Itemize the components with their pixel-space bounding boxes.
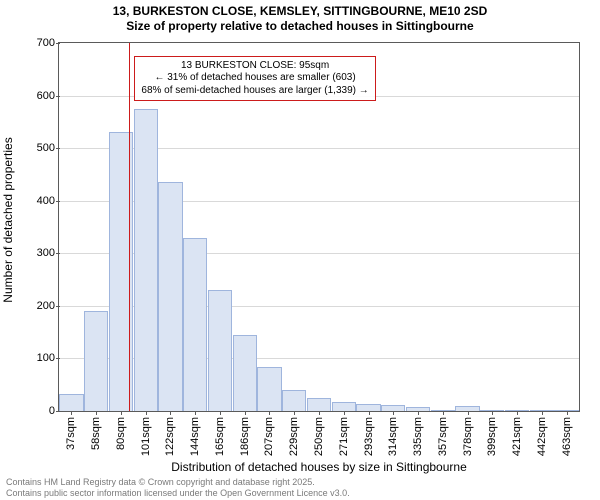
x-tick-label: 335sqm bbox=[412, 417, 424, 456]
bar bbox=[84, 311, 108, 411]
x-tick-mark bbox=[294, 411, 295, 415]
bar bbox=[208, 290, 232, 411]
x-tick-mark bbox=[443, 411, 444, 415]
y-tick-label: 300 bbox=[37, 247, 59, 259]
bar bbox=[257, 367, 281, 411]
bar bbox=[59, 394, 83, 411]
callout-line: 13 BURKESTON CLOSE: 95sqm bbox=[141, 60, 368, 73]
x-tick-mark bbox=[393, 411, 394, 415]
title-block: 13, BURKESTON CLOSE, KEMSLEY, SITTINGBOU… bbox=[0, 0, 600, 34]
x-tick-label: 399sqm bbox=[486, 417, 498, 456]
x-tick-label: 101sqm bbox=[140, 417, 152, 456]
x-tick-label: 442sqm bbox=[536, 417, 548, 456]
title-line-1: 13, BURKESTON CLOSE, KEMSLEY, SITTINGBOU… bbox=[0, 4, 600, 19]
x-tick-label: 421sqm bbox=[511, 417, 523, 456]
x-tick-label: 165sqm bbox=[214, 417, 226, 456]
callout-line: 68% of semi-detached houses are larger (… bbox=[141, 85, 368, 98]
bar bbox=[158, 182, 182, 411]
x-tick-mark bbox=[418, 411, 419, 415]
x-tick-mark bbox=[369, 411, 370, 415]
bar bbox=[233, 335, 257, 411]
x-tick-mark bbox=[468, 411, 469, 415]
x-tick-label: 293sqm bbox=[363, 417, 375, 456]
x-axis-label: Distribution of detached houses by size … bbox=[58, 460, 580, 474]
x-tick-mark bbox=[245, 411, 246, 415]
callout-line: ← 31% of detached houses are smaller (60… bbox=[141, 72, 368, 85]
footer-line-2: Contains public sector information licen… bbox=[6, 488, 350, 498]
x-tick-label: 229sqm bbox=[288, 417, 300, 456]
y-tick-label: 100 bbox=[37, 352, 59, 364]
x-tick-label: 250sqm bbox=[313, 417, 325, 456]
x-tick-label: 207sqm bbox=[263, 417, 275, 456]
x-tick-label: 37sqm bbox=[65, 417, 77, 450]
bar bbox=[183, 238, 207, 411]
title-line-2: Size of property relative to detached ho… bbox=[0, 19, 600, 34]
y-tick-label: 0 bbox=[49, 405, 59, 417]
footer-line-1: Contains HM Land Registry data © Crown c… bbox=[6, 477, 350, 487]
bar bbox=[356, 404, 380, 411]
y-tick-label: 500 bbox=[37, 142, 59, 154]
x-tick-mark bbox=[96, 411, 97, 415]
x-tick-mark bbox=[492, 411, 493, 415]
x-tick-mark bbox=[170, 411, 171, 415]
y-tick-label: 700 bbox=[37, 37, 59, 49]
x-tick-label: 463sqm bbox=[561, 417, 573, 456]
x-tick-mark bbox=[220, 411, 221, 415]
x-tick-mark bbox=[344, 411, 345, 415]
x-tick-mark bbox=[121, 411, 122, 415]
x-tick-mark bbox=[542, 411, 543, 415]
footer: Contains HM Land Registry data © Crown c… bbox=[6, 477, 350, 498]
y-tick-label: 200 bbox=[37, 300, 59, 312]
x-tick-label: 58sqm bbox=[90, 417, 102, 450]
x-tick-label: 378sqm bbox=[462, 417, 474, 456]
y-axis-label: Number of detached properties bbox=[1, 137, 15, 302]
x-tick-mark bbox=[319, 411, 320, 415]
y-tick-label: 600 bbox=[37, 90, 59, 102]
x-tick-label: 80sqm bbox=[115, 417, 127, 450]
x-tick-mark bbox=[269, 411, 270, 415]
x-tick-label: 357sqm bbox=[437, 417, 449, 456]
x-tick-label: 271sqm bbox=[338, 417, 350, 456]
bar bbox=[332, 402, 356, 411]
plot-area: 13 BURKESTON CLOSE: 95sqm← 31% of detach… bbox=[58, 42, 580, 412]
x-tick-label: 122sqm bbox=[164, 417, 176, 456]
x-tick-mark bbox=[146, 411, 147, 415]
x-tick-label: 144sqm bbox=[189, 417, 201, 456]
x-tick-mark bbox=[517, 411, 518, 415]
chart-container: 13, BURKESTON CLOSE, KEMSLEY, SITTINGBOU… bbox=[0, 0, 600, 500]
x-tick-label: 314sqm bbox=[387, 417, 399, 456]
bar bbox=[282, 390, 306, 411]
callout-box: 13 BURKESTON CLOSE: 95sqm← 31% of detach… bbox=[134, 56, 375, 102]
x-tick-mark bbox=[195, 411, 196, 415]
x-tick-mark bbox=[567, 411, 568, 415]
bar bbox=[307, 398, 331, 411]
x-tick-mark bbox=[71, 411, 72, 415]
marker-line bbox=[129, 43, 130, 411]
y-tick-label: 400 bbox=[37, 195, 59, 207]
x-tick-label: 186sqm bbox=[239, 417, 251, 456]
bar bbox=[134, 109, 158, 411]
